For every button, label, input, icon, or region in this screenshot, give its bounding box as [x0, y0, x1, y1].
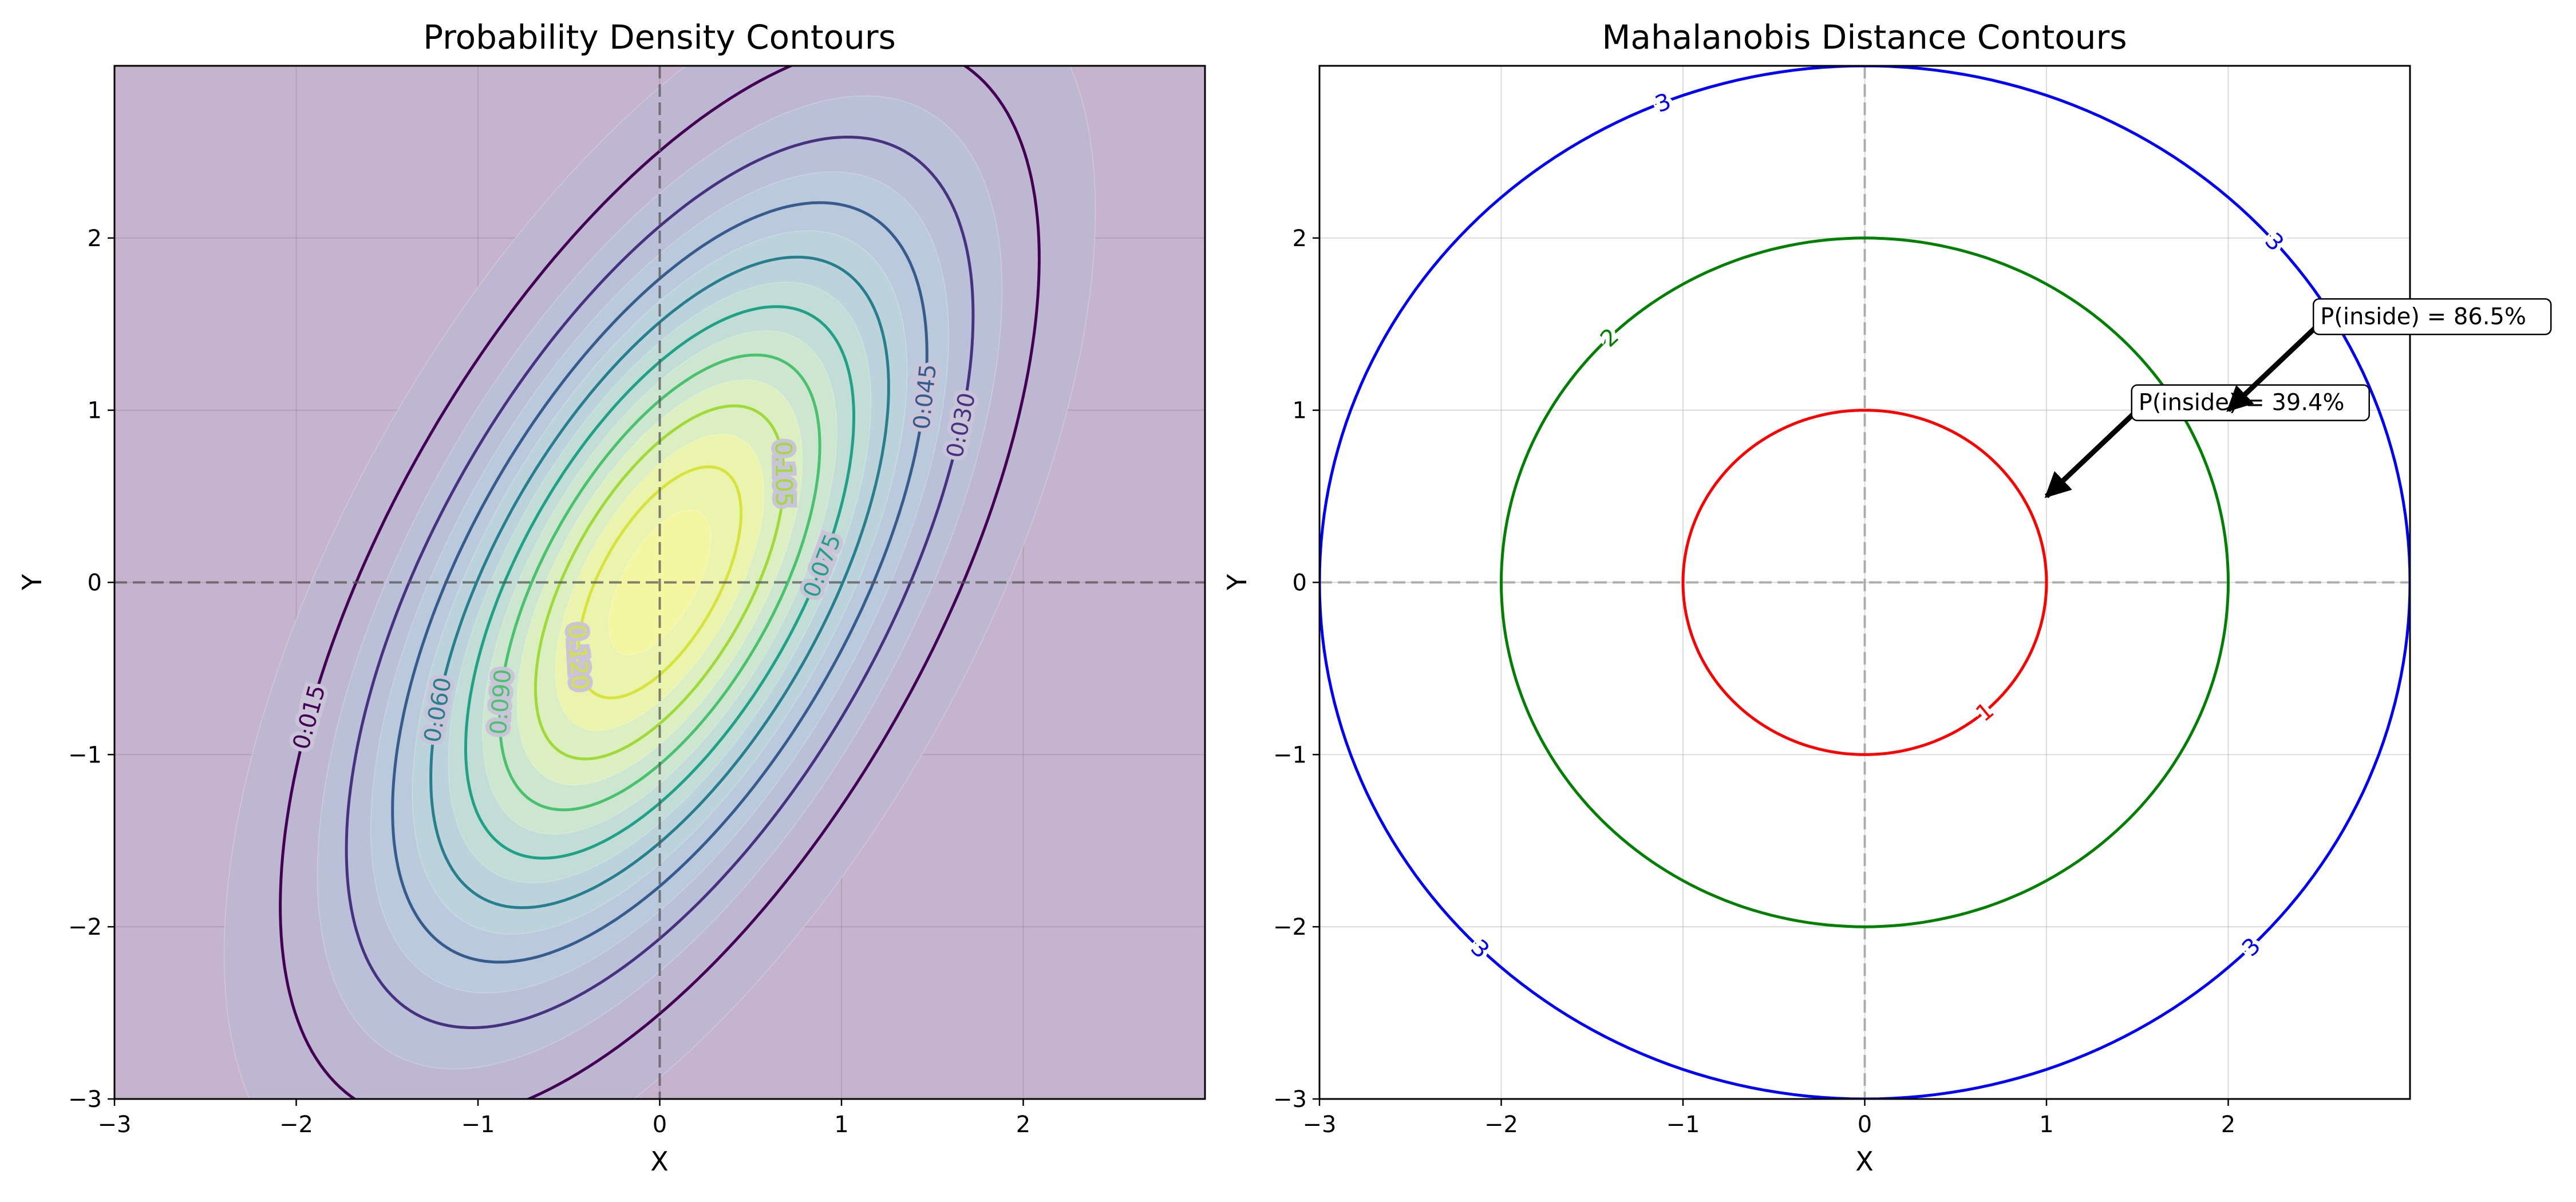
y-tick-label: −2: [68, 914, 102, 940]
density-contour-0.015: [279, 66, 1041, 1099]
density-contour-0.045: [391, 201, 929, 964]
density-level-label: 0.120: [563, 624, 593, 691]
annotation-box-frame: [2313, 298, 2552, 335]
mahalanobis-contour-lines: [1319, 66, 2410, 1099]
y-tick-label: 0: [1293, 570, 1307, 596]
density-contour-0.090: [498, 353, 821, 812]
x-tick-label: −1: [1666, 1112, 1700, 1138]
y-tick-label: −3: [68, 1086, 102, 1113]
y-tick-label: −2: [1273, 914, 1307, 940]
annotation-arrow: [2044, 408, 2139, 499]
density-level-label: 0.105: [770, 441, 797, 507]
density-contour-0.060: [429, 255, 890, 910]
annotation-text: P(inside) = 86.5%: [2320, 303, 2526, 330]
y-tick-label: −1: [1273, 742, 1307, 768]
x-tick-label: 1: [2039, 1112, 2053, 1138]
x-tick-label: −1: [461, 1112, 495, 1138]
y-tick-label: −1: [68, 742, 102, 768]
density-level-label: 0.090: [485, 668, 516, 736]
mahalanobis-x-ticks: −3 −2 −1 0 1 2: [1303, 1099, 2235, 1138]
y-tick-label: −3: [1273, 1086, 1307, 1113]
density-contour-0.030: [345, 135, 975, 1030]
mahalanobis-contour-2: [1499, 236, 2230, 928]
mahalanobis-contour-1: [1681, 409, 2048, 756]
annotation-arrow: [2226, 322, 2321, 412]
density-y-axis-label: Y: [17, 574, 48, 591]
mahalanobis-chart-title: Mahalanobis Distance Contours: [1602, 18, 2127, 57]
x-tick-label: −2: [1484, 1112, 1518, 1138]
x-tick-label: −3: [1303, 1112, 1337, 1138]
mahalanobis-x-axis-label: X: [1855, 1146, 1874, 1177]
y-tick-label: 0: [88, 570, 102, 596]
density-chart-title: Probability Density Contours: [423, 18, 896, 57]
x-tick-label: 2: [2221, 1112, 2235, 1138]
y-tick-label: 1: [1293, 398, 1307, 424]
y-tick-label: 2: [88, 226, 102, 252]
density-x-axis-label: X: [650, 1146, 669, 1177]
x-tick-label: 2: [1016, 1112, 1030, 1138]
density-contour-0.105: [534, 404, 785, 761]
density-contour-lines: [279, 66, 1041, 1099]
annotation-box: P(inside) = 86.5%: [2313, 298, 2552, 335]
mahalanobis-y-axis-label: Y: [1222, 574, 1253, 591]
density-x-ticks: −3 −2 −1 0 1 2: [98, 1099, 1030, 1138]
x-tick-label: −3: [98, 1112, 132, 1138]
x-tick-label: −2: [279, 1112, 313, 1138]
density-contour-panel: Probability Density Contours 0.0150.0300…: [17, 18, 1206, 1177]
y-tick-label: 2: [1293, 226, 1307, 252]
density-contour-0.120: [577, 465, 742, 699]
mahalanobis-contour-3: [1319, 66, 2410, 1099]
annotation-text: P(inside) = 39.4%: [2139, 390, 2345, 416]
y-tick-label: 1: [88, 398, 102, 424]
x-tick-label: 0: [1858, 1112, 1872, 1138]
density-contour-0.075: [464, 305, 855, 860]
x-tick-label: 1: [834, 1112, 848, 1138]
mahalanobis-y-ticks: −3 −2 −1 0 1 2: [1273, 226, 1319, 1113]
x-tick-label: 0: [653, 1112, 667, 1138]
density-reference-lines: [114, 66, 1205, 1099]
mahalanobis-annotations: P(inside) = 39.4% P(inside) = 86.5%: [2044, 298, 2552, 499]
density-y-ticks: −3 −2 −1 0 1 2: [68, 226, 114, 1113]
